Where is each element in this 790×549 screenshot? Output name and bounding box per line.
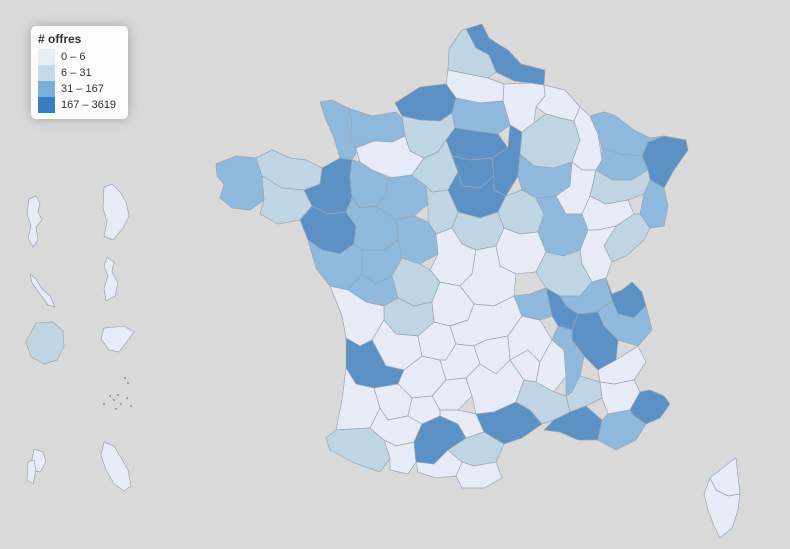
department-la-reunion[interactable] bbox=[25, 321, 65, 365]
department-vendee[interactable] bbox=[307, 239, 363, 291]
department-saint-pierre[interactable] bbox=[29, 273, 56, 308]
department-corse-du-sud[interactable] bbox=[703, 477, 741, 539]
department-seine-maritime[interactable] bbox=[394, 83, 457, 122]
department-wallis[interactable] bbox=[26, 459, 37, 485]
department-mayotte[interactable] bbox=[103, 256, 119, 302]
department-hautes-pyrenees[interactable] bbox=[383, 439, 417, 475]
legend-title: # offres bbox=[38, 32, 82, 46]
department-guadeloupe[interactable] bbox=[26, 195, 43, 248]
legend-swatch bbox=[38, 81, 55, 97]
legend-row-class-4: 167 – 3619 bbox=[38, 97, 121, 113]
map-legend: # offres 0 – 6 6 – 31 31 – 167 167 – 361… bbox=[31, 26, 128, 119]
department-bas-rhin[interactable] bbox=[641, 135, 689, 189]
legend-swatch bbox=[38, 97, 55, 113]
legend-swatch bbox=[38, 49, 55, 65]
legend-row-class-1: 0 – 6 bbox=[38, 49, 121, 65]
legend-label: 31 – 167 bbox=[61, 83, 104, 95]
department-saint-barth[interactable] bbox=[100, 441, 132, 492]
legend-row-class-3: 31 – 167 bbox=[38, 81, 121, 97]
department-finistere[interactable] bbox=[215, 155, 265, 211]
legend-label: 167 – 3619 bbox=[61, 99, 117, 111]
department-haut-rhin[interactable] bbox=[639, 179, 669, 229]
legend-label: 0 – 6 bbox=[61, 51, 86, 63]
island-dots-polynesia bbox=[103, 377, 132, 410]
legend-row-class-2: 6 – 31 bbox=[38, 65, 121, 81]
department-martinique[interactable] bbox=[102, 183, 130, 241]
legend-swatch bbox=[38, 65, 55, 81]
legend-label: 6 – 31 bbox=[61, 67, 92, 79]
france-metropolitan bbox=[215, 23, 741, 539]
department-pyrenees-orientales[interactable] bbox=[455, 461, 503, 489]
department-var[interactable] bbox=[597, 409, 647, 451]
overseas-territories bbox=[25, 183, 135, 492]
department-guyane[interactable] bbox=[100, 325, 135, 353]
